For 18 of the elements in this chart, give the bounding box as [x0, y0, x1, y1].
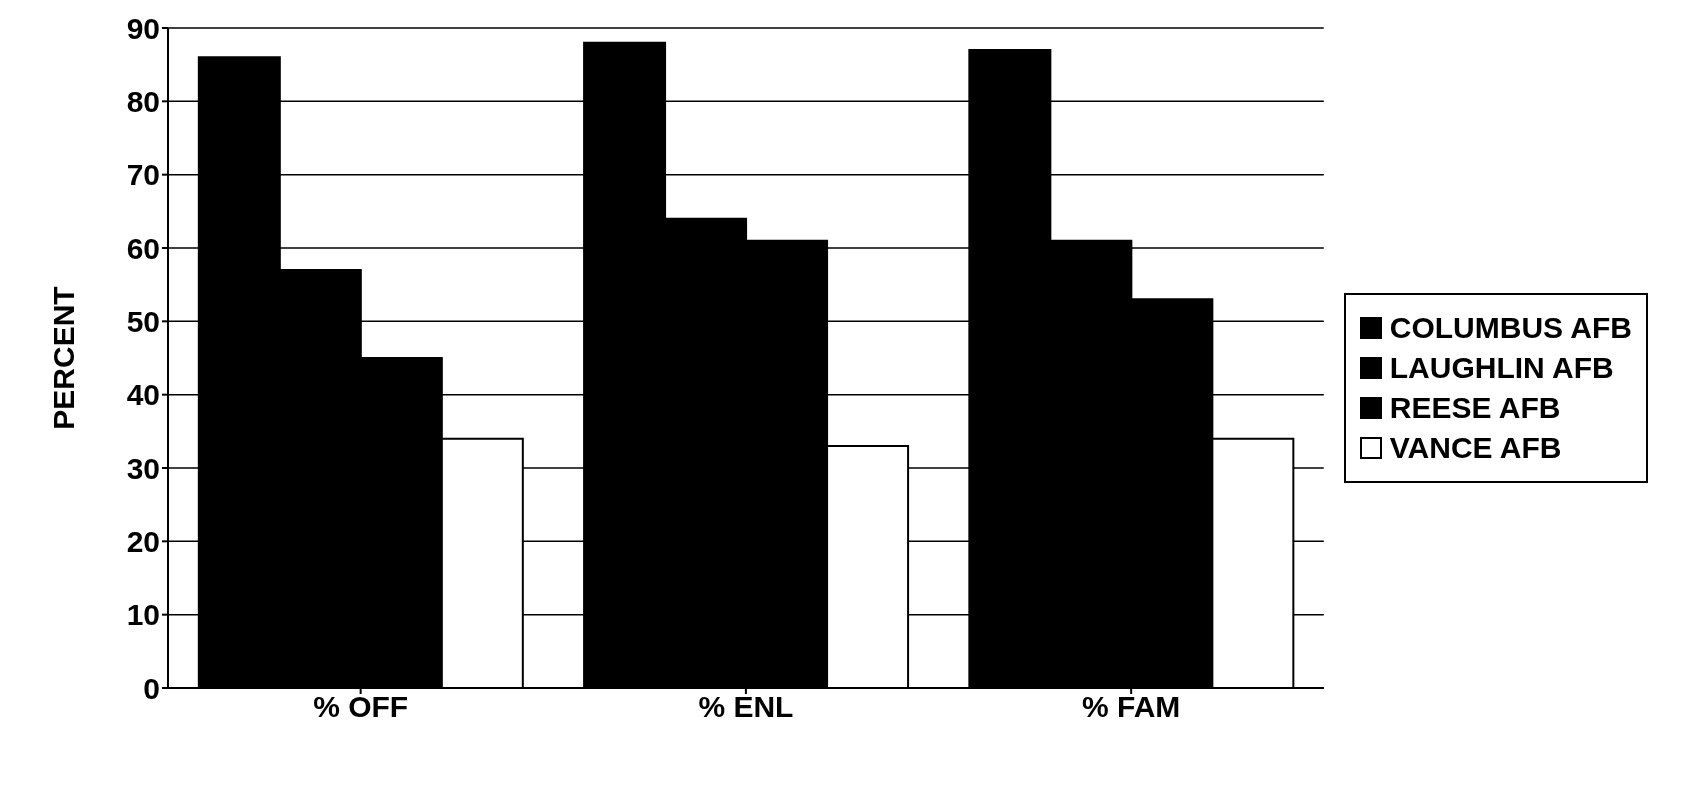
y-tick-label: 0: [143, 671, 160, 705]
y-tick-label: 10: [126, 598, 160, 632]
x-tick-label: % ENL: [698, 690, 794, 724]
legend-label: VANCE AFB: [1389, 431, 1562, 465]
legend-label: COLUMBUS AFB: [1389, 311, 1632, 345]
x-tick-label: % FAM: [1081, 690, 1181, 724]
y-tick-label: 60: [126, 231, 160, 265]
legend-label: REESE AFB: [1389, 391, 1561, 425]
y-tick-label: 70: [126, 158, 160, 192]
y-tick-label: 90: [126, 11, 160, 45]
y-tick-label: 50: [126, 304, 160, 338]
y-tick-label: 40: [126, 378, 160, 412]
y-axis-title: PERCENT: [46, 286, 80, 430]
y-tick-label: 20: [126, 524, 160, 558]
y-tick-label: 80: [126, 84, 160, 118]
x-tick-label: % OFF: [313, 690, 409, 724]
y-tick-label: 30: [126, 451, 160, 485]
legend-label: LAUGHLIN AFB: [1389, 351, 1614, 385]
